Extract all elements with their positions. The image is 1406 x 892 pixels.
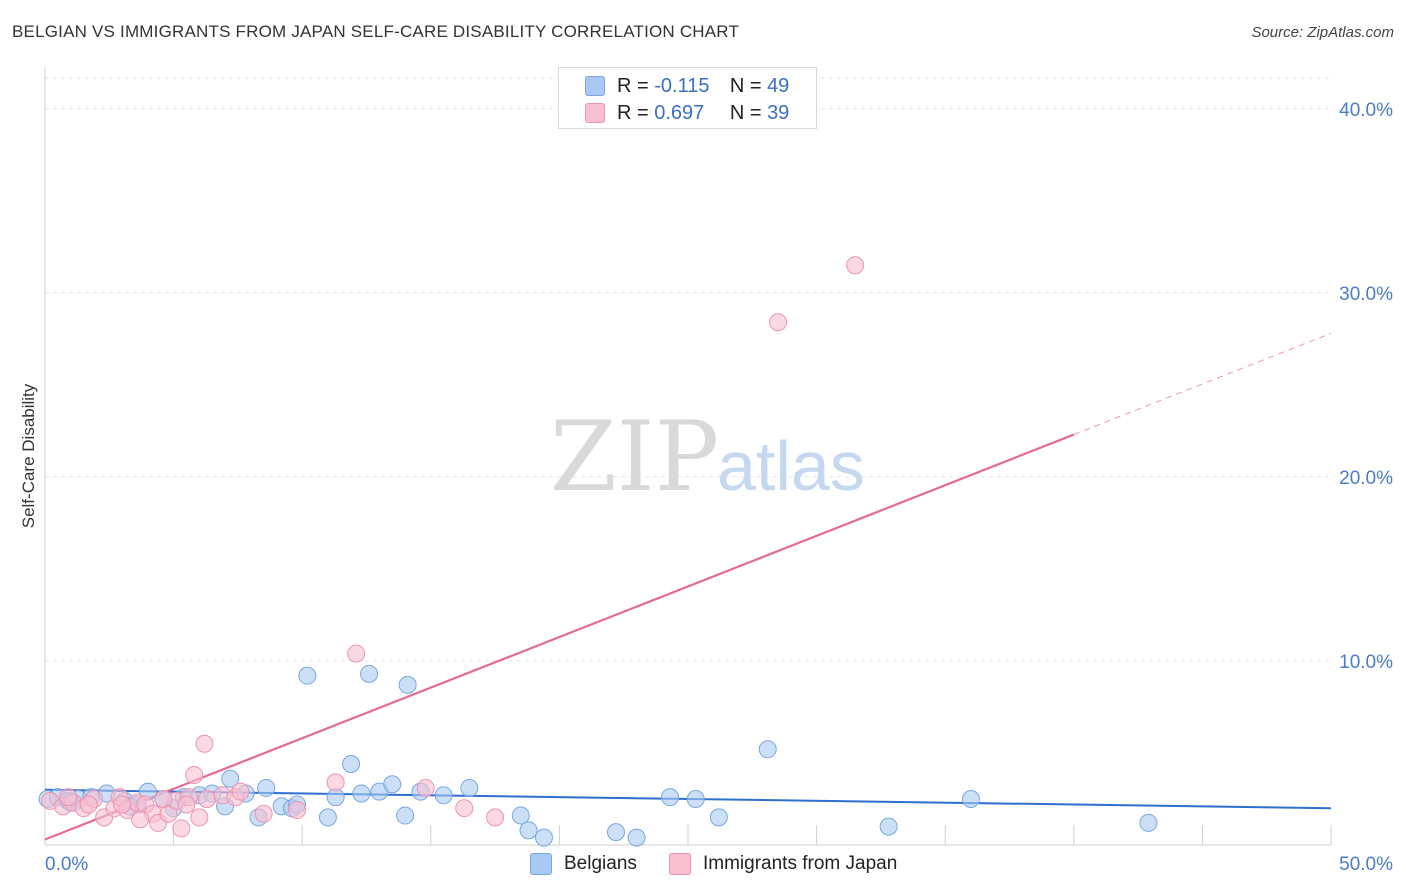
japan-point: [254, 804, 273, 823]
legend-r-label: R =: [617, 101, 649, 124]
y-axis-label: Self-Care Disability: [19, 383, 38, 528]
belgians-point: [686, 789, 705, 808]
belgians-point: [318, 808, 337, 827]
japan-point: [172, 819, 191, 838]
y-tick-label: 20.0%: [1339, 468, 1393, 489]
belgians-point: [396, 806, 415, 825]
belgians-point: [709, 808, 728, 827]
belgians-point: [660, 788, 679, 807]
belgians-point: [534, 828, 553, 847]
belgians-point: [961, 789, 980, 808]
bottom-legend-japan: Immigrants from Japan: [669, 851, 897, 877]
gridlines: [45, 77, 1331, 662]
japan-point: [326, 773, 345, 792]
data-points: [38, 256, 1158, 847]
belgians-point: [879, 817, 898, 836]
japan-point: [455, 799, 474, 818]
belgians-point: [627, 828, 646, 847]
legend-n-value-belgians: 49: [767, 74, 790, 97]
belgians-point: [383, 775, 402, 794]
axes: [44, 67, 1332, 846]
japan-point: [195, 734, 214, 753]
japan-point: [347, 644, 366, 663]
japan-point: [177, 795, 196, 814]
legend-row-belgians: R = -0.115 N = 49: [585, 73, 789, 99]
japan-point: [416, 778, 435, 797]
x-tick-label: 0.0%: [45, 854, 88, 875]
belgians-point: [398, 675, 417, 694]
japan-point: [198, 789, 217, 808]
japan-point: [131, 810, 150, 829]
y-tick-label: 10.0%: [1339, 652, 1393, 673]
japan-point: [79, 795, 98, 814]
bottom-legend-label-japan: Immigrants from Japan: [703, 853, 898, 874]
japan-point: [288, 801, 307, 820]
japan-point: [486, 808, 505, 827]
bottom-legend-swatch-japan: [669, 853, 691, 875]
bottom-legend-belgians: Belgians: [530, 851, 637, 877]
y-tick-label: 40.0%: [1339, 100, 1393, 121]
belgians-point: [257, 778, 276, 797]
japan-point: [231, 782, 250, 801]
japan-point: [59, 788, 78, 807]
japan-trend-line-extension: [1073, 332, 1332, 436]
legend-n-label: N =: [729, 74, 762, 97]
legend-n-label: N =: [729, 101, 762, 124]
belgians-point: [342, 755, 361, 774]
belgians-point: [352, 784, 371, 803]
legend-swatch-belgians: [585, 76, 605, 96]
tick-labels: 10.0% 20.0% 30.0% 40.0% 0.0% 50.0%: [45, 100, 1393, 875]
legend: R = -0.115 N = 49 R = 0.697 N = 39: [558, 67, 817, 129]
belgians-point: [360, 664, 379, 683]
belgians-point: [434, 786, 453, 805]
belgians-point: [298, 666, 317, 685]
belgians-point: [1139, 813, 1158, 832]
belgians-point: [511, 806, 530, 825]
japan-point: [769, 313, 788, 332]
belgians-point: [519, 821, 538, 840]
y-tick-label: 30.0%: [1339, 284, 1393, 305]
x-tick-label: 50.0%: [1339, 854, 1393, 875]
bottom-legend-label-belgians: Belgians: [564, 853, 637, 874]
japan-point: [154, 789, 173, 808]
belgians-point: [221, 769, 240, 788]
source-label: Source: ZipAtlas.com: [1251, 24, 1394, 41]
legend-n-value-japan: 39: [767, 101, 790, 124]
japan-point: [190, 808, 209, 827]
legend-r-value-japan: 0.697: [654, 101, 705, 124]
belgians-point: [758, 740, 777, 759]
belgians-point: [460, 778, 479, 797]
watermark-zip: ZIP: [550, 401, 719, 513]
chart-title: BELGIAN VS IMMIGRANTS FROM JAPAN SELF-CA…: [12, 22, 740, 41]
japan-point: [846, 256, 865, 275]
bottom-legend-swatch-belgians: [530, 853, 552, 875]
legend-swatch-japan: [585, 103, 605, 123]
watermark-atlas: atlas: [717, 427, 865, 505]
japan-trend-line: [44, 433, 1075, 841]
japan-point: [185, 766, 204, 785]
belgians-point: [606, 823, 625, 842]
japan-point: [113, 795, 132, 814]
legend-r-label: R =: [617, 74, 649, 97]
legend-row-japan: R = 0.697 N = 39: [585, 100, 789, 126]
legend-r-value-belgians: -0.115: [654, 74, 710, 97]
